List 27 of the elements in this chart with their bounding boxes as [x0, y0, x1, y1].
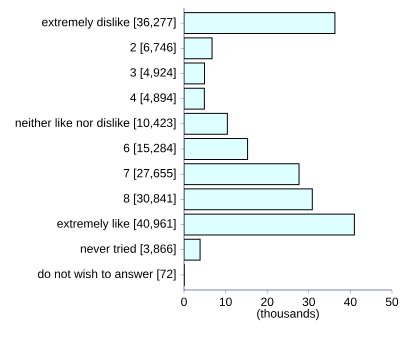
y-tick-label: 2 [6,746]: [130, 42, 176, 54]
bar: [184, 214, 355, 236]
y-tick-label: 6 [15,284]: [124, 143, 176, 155]
y-tick-label: 4 [4,894]: [130, 93, 176, 104]
y-tick-label: 7 [27,655]: [124, 168, 176, 180]
x-tick-label: 40: [344, 298, 357, 306]
x-tick-label: 20: [261, 298, 274, 306]
y-tick-label: 3 [4,924]: [130, 68, 176, 80]
y-tick-label: 8 [30,841]: [124, 194, 176, 205]
bar: [184, 37, 213, 60]
bar: [184, 163, 300, 186]
bar: [184, 112, 228, 135]
y-tick-label: do not wish to answer [72]: [38, 269, 176, 280]
x-tick-label: 30: [302, 298, 315, 306]
y-tick-label: never tried [3,866]: [80, 244, 176, 256]
x-tick-label: 0: [181, 298, 187, 306]
bar: [184, 12, 336, 34]
x-tick-label: 50: [386, 298, 398, 306]
bar: [184, 62, 205, 84]
y-tick-label: neither like nor dislike [10,423]: [16, 118, 176, 130]
x-tick-label: 10: [220, 298, 232, 306]
bar: [184, 188, 313, 210]
y-tick-label: extremely dislike [36,277]: [42, 18, 176, 29]
y-tick-label: extremely like [40,961]: [57, 218, 176, 230]
x-axis-title: (thousands): [257, 308, 319, 320]
bar: [184, 138, 248, 160]
bar: [184, 88, 205, 110]
